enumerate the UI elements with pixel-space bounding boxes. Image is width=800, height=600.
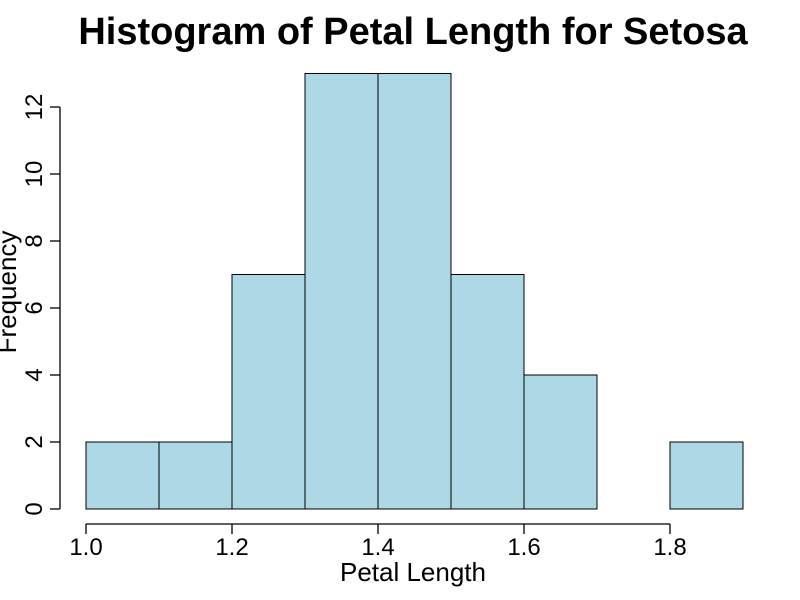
histogram-bar-0 xyxy=(85,441,160,510)
y-tick-label: 10 xyxy=(21,161,48,188)
histogram-bar-3 xyxy=(304,73,379,510)
histogram-bar-4 xyxy=(377,73,452,510)
x-tick-label: 1.2 xyxy=(215,534,248,561)
y-tick-label: 6 xyxy=(21,301,48,314)
histogram-bar-8 xyxy=(669,441,744,510)
x-axis: 1.0 1.2 1.4 1.6 1.8 xyxy=(69,523,687,561)
y-tick-label: 8 xyxy=(21,234,48,247)
x-tick-label: 1.6 xyxy=(507,534,540,561)
y-tick-label: 12 xyxy=(21,94,48,121)
y-tick-label: 0 xyxy=(21,502,48,515)
x-tick-label: 1.4 xyxy=(361,534,394,561)
bars-group xyxy=(85,73,744,510)
y-axis: 0 2 4 6 8 10 12 xyxy=(21,94,61,516)
x-tick-label: 1.8 xyxy=(653,534,686,561)
histogram-bar-6 xyxy=(523,374,598,510)
chart-title: Histogram of Petal Length for Setosa xyxy=(78,11,748,53)
histogram-bar-1 xyxy=(158,441,233,510)
y-tick-label: 4 xyxy=(21,368,48,381)
histogram-bar-2 xyxy=(231,274,306,510)
x-tick-label: 1.0 xyxy=(69,534,102,561)
x-axis-label: Petal Length xyxy=(340,557,486,587)
y-tick-label: 2 xyxy=(21,435,48,448)
histogram-bar-5 xyxy=(450,274,525,510)
y-axis-label: Frequency xyxy=(0,231,22,354)
